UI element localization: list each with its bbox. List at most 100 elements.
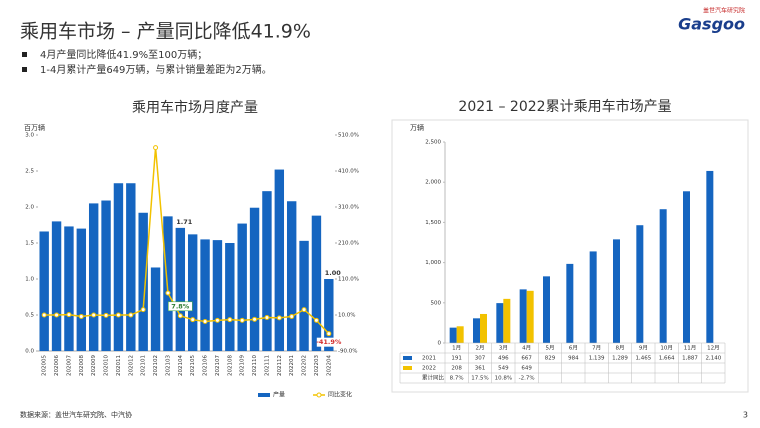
label-box: [316, 337, 341, 347]
y-tick-label: 1,500: [425, 220, 441, 226]
x-tick-label: 202006: [54, 355, 60, 376]
data-label: 1.71: [176, 218, 193, 226]
y-tick-label: 2,000: [425, 180, 441, 186]
bar: [113, 183, 124, 351]
point: [128, 312, 134, 318]
y2-tick-label: 410.0%: [338, 169, 359, 175]
y2-tick-label: 10.0%: [338, 313, 355, 319]
x-tick-label: 202109: [240, 355, 246, 376]
bar: [262, 191, 272, 351]
point: [66, 312, 72, 318]
point: [227, 317, 233, 323]
table-cell: 1,465: [635, 356, 651, 362]
x-tick-label: 202102: [153, 355, 159, 376]
x-tick-label: 7月: [592, 345, 601, 352]
bar: [589, 251, 597, 343]
point: [264, 315, 270, 321]
x-tick-label: 202112: [277, 355, 283, 376]
point: [41, 312, 47, 318]
x-tick-label: 202111: [264, 355, 270, 376]
x-tick-label: 202106: [203, 355, 209, 376]
bar: [519, 289, 527, 343]
y-tick-label: 1.5: [25, 241, 34, 247]
x-tick-label: 8月: [616, 345, 625, 352]
bar: [187, 234, 198, 351]
logo: Gasgoo: [678, 15, 745, 34]
y-tick-label: 3.0: [25, 133, 34, 139]
x-tick-label: 202101: [141, 355, 147, 376]
y-tick-label: 1,000: [425, 260, 441, 266]
x-tick-label: 202011: [116, 355, 122, 376]
bar: [311, 215, 322, 351]
bar: [683, 191, 690, 343]
x-tick-label: 202007: [66, 355, 72, 376]
bar: [613, 239, 620, 343]
table-cell: 829: [545, 356, 556, 362]
table-cell: 2,140: [705, 356, 721, 362]
bullet: 1-4月累计产量649万辆，与累计销量差距为2万辆。: [40, 63, 272, 76]
table-cell: 1,139: [589, 356, 605, 362]
bar: [39, 231, 49, 351]
x-tick-label: 202204: [326, 355, 332, 376]
y-tick-label: 500: [431, 300, 442, 306]
legend-label: 产量: [273, 391, 285, 399]
table-cell: 1,289: [612, 356, 628, 362]
bar: [138, 212, 148, 351]
y-tick-label: 2.0: [25, 205, 34, 211]
bullet-icon: [22, 67, 27, 72]
slide-title: 乘用车市场 – 产量同比降低41.9%: [20, 21, 311, 43]
y2-tick-label: 210.0%: [338, 241, 359, 247]
bar: [175, 227, 186, 351]
table-cell: 496: [498, 356, 509, 362]
point: [54, 312, 60, 318]
point: [289, 313, 295, 319]
table-cell: 549: [498, 366, 509, 372]
x-tick-label: 2月: [476, 345, 485, 352]
table-cell: 649: [521, 366, 532, 372]
table-cell: 307: [475, 356, 486, 362]
bar: [150, 267, 161, 351]
bar: [274, 169, 285, 351]
data-label: 7.8%: [171, 302, 190, 310]
y2-tick-label: 310.0%: [338, 205, 359, 211]
legend-swatch: [258, 393, 270, 397]
table-cell: 667: [521, 356, 532, 362]
x-tick-label: 202107: [215, 355, 221, 376]
bar: [526, 290, 534, 343]
point: [276, 315, 282, 321]
x-tick-label: 202010: [104, 355, 110, 376]
bar: [449, 327, 457, 343]
bar: [101, 200, 111, 351]
bar: [286, 201, 297, 351]
table-cell: -2.7%: [519, 376, 535, 382]
legend-label: 2021: [422, 356, 436, 362]
y2-tick-label: 510.0%: [338, 133, 359, 139]
x-tick-label: 6月: [569, 345, 578, 352]
table-cell: 1,887: [682, 356, 698, 362]
x-tick-label: 9月: [639, 345, 648, 352]
bar: [249, 207, 260, 351]
table-cell: 191: [451, 356, 462, 362]
table-cell: 10.8%: [495, 376, 512, 382]
legend-swatch: [403, 356, 412, 360]
point: [326, 331, 332, 337]
y-tick-label: 2,500: [425, 140, 441, 146]
y-axis-label: 万辆: [410, 123, 424, 132]
legend-swatch: [403, 366, 412, 370]
point: [239, 317, 245, 323]
point: [190, 317, 196, 323]
y-tick-label: 1.0: [25, 277, 34, 283]
y-tick-label: 2.5: [25, 169, 34, 175]
chart-title: 2021 – 2022累计乘用车市场产量: [458, 98, 671, 115]
x-tick-label: 202005: [42, 355, 48, 376]
bar: [163, 216, 173, 351]
point: [177, 313, 183, 319]
bar: [76, 228, 87, 351]
bar: [324, 279, 334, 351]
table-cell: 984: [568, 356, 579, 362]
bar: [543, 276, 550, 343]
x-tick-label: 202012: [128, 355, 134, 376]
bar: [659, 209, 667, 343]
